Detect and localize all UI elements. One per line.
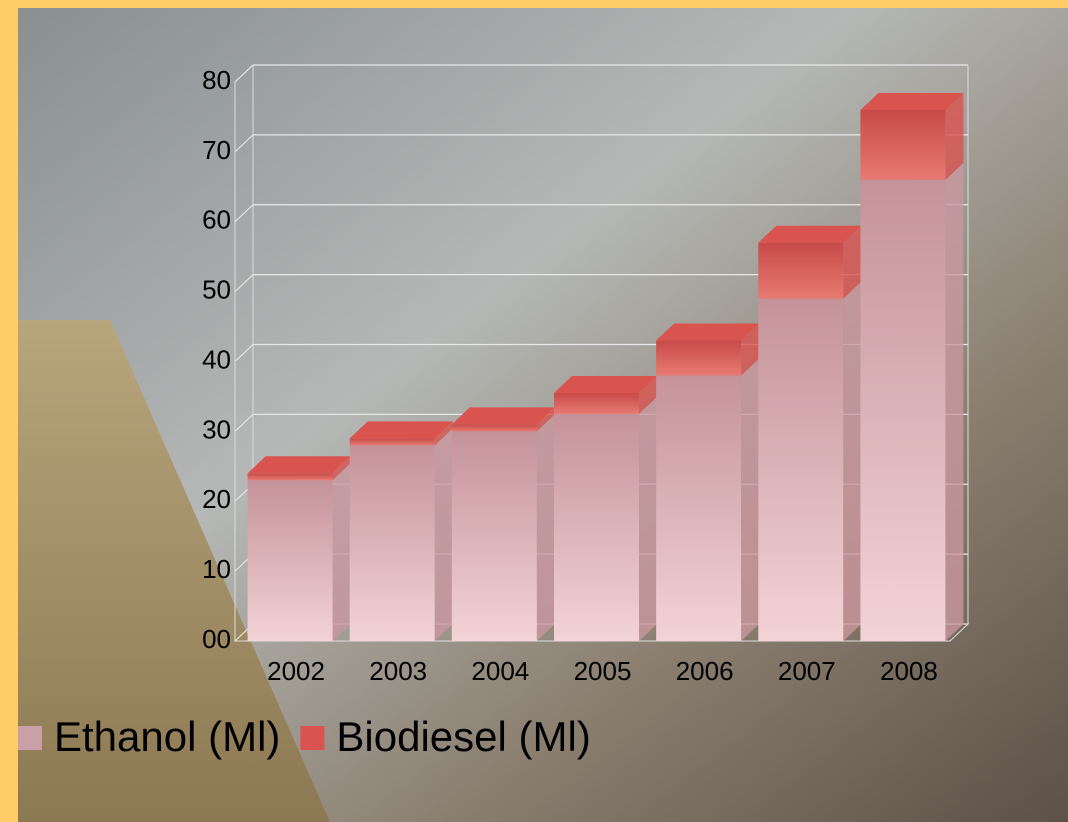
bar [247,480,333,641]
x-tick-label: 2004 [471,656,529,686]
bar [860,179,946,641]
bar-side [434,421,453,446]
bar-side [741,323,760,376]
y-tick-label: 20 [202,484,231,514]
bar-side [536,407,555,432]
bar-top [554,375,657,393]
bar-side [843,281,862,641]
legend-swatch [18,726,42,750]
legend-swatch [300,726,325,750]
bar-side [843,225,862,299]
bar-side [536,414,555,641]
grid-line-side [234,344,254,362]
x-tick-label: 2005 [574,656,632,686]
bar [247,473,333,481]
y-tick-label: 70 [202,135,231,165]
bar-side [332,463,351,641]
legend-label: Ethanol (Ml) [54,713,280,760]
bar-top [860,92,964,110]
grid-line-side [234,134,254,153]
floor [18,320,330,822]
y-tick-label: 80 [202,65,231,95]
x-tick-label: 2008 [880,656,938,686]
bar-side [332,456,351,481]
grid-line-side [234,274,254,293]
bar-top [349,421,453,439]
bar [349,438,435,446]
bar-top [247,456,351,474]
x-tick-label: 2006 [676,656,734,686]
bar [656,340,742,376]
bar [451,431,537,641]
bar [758,242,844,299]
x-tick-label: 2003 [369,656,427,686]
grid-line-side [234,413,254,432]
bar-side [434,428,453,641]
bar-side [639,396,657,641]
bar [349,445,435,641]
y-tick-label: 50 [202,275,231,305]
grid-line-side [234,64,254,83]
x-tick-label: 2007 [778,656,836,686]
bar-top [758,225,862,243]
bar-side [945,162,964,641]
bar-top [451,407,555,425]
bar-side [741,358,760,641]
y-tick-label: 30 [202,414,231,444]
legend-label: Biodiesel (Ml) [336,713,590,760]
bar [554,392,639,414]
bar [451,424,537,432]
grid-line-side [234,204,254,223]
bar [656,375,742,641]
y-tick-label: 40 [202,344,231,374]
bar-side [639,375,657,414]
bar [554,413,639,641]
y-tick-label: 00 [202,624,231,654]
bar-top [656,323,760,341]
y-tick-label: 60 [202,205,231,235]
y-tick-label: 10 [202,554,231,584]
bar [860,109,946,180]
bar-side [945,92,964,180]
bar [758,298,844,641]
x-tick-label: 2002 [267,656,325,686]
